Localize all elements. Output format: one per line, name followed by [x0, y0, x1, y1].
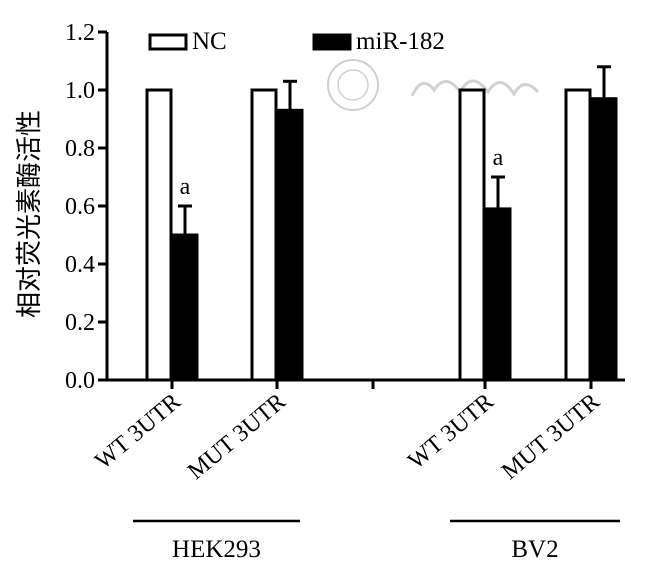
- significance-label: a: [493, 145, 504, 171]
- legend-label: miR-182: [356, 28, 445, 55]
- publisher-watermark: [327, 59, 540, 111]
- y-tick-label: 0.4: [65, 252, 95, 278]
- bar-nc: [250, 88, 278, 382]
- legend-label: NC: [192, 28, 227, 55]
- watermark-seal-inner: [337, 69, 369, 101]
- x-tick-label: MUT 3UTR: [183, 389, 291, 485]
- bars: [145, 65, 618, 382]
- bar-mir-182: [484, 207, 512, 382]
- y-tick-label: 1.2: [65, 20, 95, 46]
- bar-mir-182: [171, 233, 199, 382]
- legend-swatch: [148, 33, 188, 51]
- legend: NC miR-182: [148, 28, 445, 55]
- x-tick-label: WT 3UTR: [90, 389, 186, 475]
- y-tick-label: 0.0: [65, 368, 95, 394]
- watermark-seal: [327, 59, 379, 111]
- y-tick-label: 0.2: [65, 310, 95, 336]
- y-tick-label: 0.8: [65, 136, 95, 162]
- x-tick-label: WT 3UTR: [403, 389, 499, 475]
- significance-label: a: [180, 174, 191, 200]
- x-tick-label: MUT 3UTR: [497, 389, 605, 485]
- y-tick-label: 0.6: [65, 194, 95, 220]
- y-tick-label: 1.0: [65, 78, 95, 104]
- watermark-calligraphy: [410, 79, 540, 97]
- bar-nc: [458, 88, 486, 382]
- legend-swatch: [312, 33, 352, 51]
- bar-nc: [564, 88, 592, 382]
- bar-mir-182: [276, 108, 304, 382]
- bar-nc: [145, 88, 173, 382]
- bar-mir-182: [590, 97, 618, 382]
- group-label: BV2: [511, 536, 558, 563]
- group-label: HEK293: [172, 536, 261, 563]
- y-axis-title: 相对荧光素酶活性: [15, 110, 44, 318]
